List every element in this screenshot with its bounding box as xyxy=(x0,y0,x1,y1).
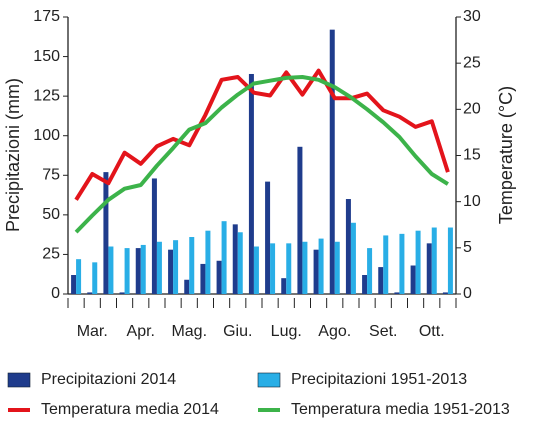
y2-tick-label: 10 xyxy=(463,193,481,210)
bar xyxy=(205,230,211,294)
bar xyxy=(156,241,162,294)
legend-swatch xyxy=(257,372,281,388)
bar xyxy=(216,260,222,294)
bar xyxy=(140,244,146,294)
bar xyxy=(173,240,179,294)
x-tick-label: Mag. xyxy=(171,323,207,340)
bar xyxy=(168,249,174,294)
bar xyxy=(253,246,259,294)
bar xyxy=(431,227,437,294)
bar xyxy=(318,238,324,294)
y-tick-label: 150 xyxy=(33,48,60,65)
bar xyxy=(426,243,432,294)
y2-tick-label: 15 xyxy=(463,147,481,164)
bar xyxy=(248,73,254,295)
legend-label: Precipitazioni 1951-2013 xyxy=(291,371,467,388)
x-tick-label: Ott. xyxy=(419,323,445,340)
y-tick-label: 25 xyxy=(42,246,60,263)
bar xyxy=(221,221,227,294)
bar xyxy=(200,263,206,294)
bar xyxy=(189,237,195,294)
bar xyxy=(383,235,389,294)
y2-tick-label: 30 xyxy=(463,8,481,25)
bar xyxy=(329,29,335,295)
y-tick-label: 125 xyxy=(33,87,60,104)
y-tick-label: 100 xyxy=(33,127,60,144)
y-axis-label: Precipitazioni (mm) xyxy=(3,78,23,232)
x-tick-label: Set. xyxy=(369,323,397,340)
bar xyxy=(302,241,308,294)
y2-axis-label: Temperature (°C) xyxy=(496,86,516,224)
bar xyxy=(151,178,157,294)
y2-tick-label: 25 xyxy=(463,54,481,71)
bar xyxy=(415,230,421,294)
y2-tick-label: 0 xyxy=(463,285,472,302)
x-tick-label: Ago. xyxy=(318,323,351,340)
y2-tick-label: 20 xyxy=(463,101,481,118)
y-tick-label: 50 xyxy=(42,206,60,223)
bar xyxy=(350,222,356,294)
bar xyxy=(313,249,319,294)
bar xyxy=(265,181,271,294)
x-tick-label: Lug. xyxy=(271,323,302,340)
bar xyxy=(362,275,368,294)
bar xyxy=(286,243,292,294)
y-tick-label: 75 xyxy=(42,167,60,184)
legend-label: Temperatura media 1951-2013 xyxy=(291,401,510,418)
bar xyxy=(92,262,98,294)
legend-label: Precipitazioni 2014 xyxy=(41,371,176,388)
y-tick-label: 175 xyxy=(33,8,60,25)
y-tick-label: 0 xyxy=(51,285,60,302)
bar xyxy=(237,232,243,294)
x-tick-label: Apr. xyxy=(127,323,155,340)
bar xyxy=(399,233,405,294)
bar xyxy=(135,248,141,294)
bar xyxy=(71,275,77,294)
bar xyxy=(367,248,373,294)
bar xyxy=(108,246,114,294)
bar xyxy=(334,241,340,294)
bar xyxy=(442,292,448,294)
bar xyxy=(124,248,130,294)
bar xyxy=(297,146,303,294)
bar xyxy=(270,243,276,294)
bar xyxy=(410,265,416,294)
bar xyxy=(345,199,351,294)
legend-swatch xyxy=(7,372,31,388)
bar xyxy=(76,259,82,294)
bar xyxy=(281,278,287,294)
bar xyxy=(119,292,125,294)
bar xyxy=(232,224,238,294)
line xyxy=(74,75,449,234)
bar xyxy=(184,279,190,294)
y2-tick-label: 5 xyxy=(463,239,472,256)
x-tick-label: Giu. xyxy=(223,323,252,340)
legend-label: Temperatura media 2014 xyxy=(41,401,219,418)
bar xyxy=(378,267,384,294)
bar xyxy=(87,292,93,294)
bar xyxy=(394,292,400,294)
line xyxy=(74,68,450,201)
x-tick-label: Mar. xyxy=(77,323,108,340)
bar xyxy=(103,172,109,294)
bar xyxy=(447,227,453,294)
